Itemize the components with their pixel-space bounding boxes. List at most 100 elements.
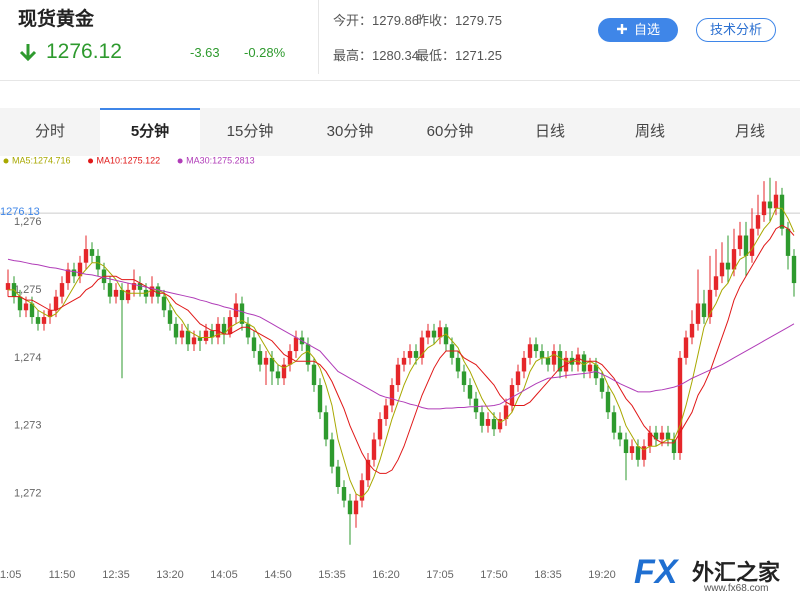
candle-body bbox=[197, 337, 203, 341]
candle-body bbox=[605, 391, 611, 413]
legend-marker bbox=[177, 158, 183, 164]
candle-body bbox=[353, 500, 359, 515]
add-watchlist-button[interactable]: 自选 bbox=[598, 18, 678, 42]
candle-body bbox=[551, 351, 557, 365]
candle-body bbox=[701, 303, 707, 318]
candle-body bbox=[239, 303, 245, 324]
y-tick-label: 1,272 bbox=[14, 488, 42, 500]
candle-body bbox=[665, 432, 671, 440]
candle-body bbox=[305, 344, 311, 365]
candle-body bbox=[257, 351, 263, 365]
period-tab[interactable]: 月线 bbox=[734, 123, 765, 140]
candle-body bbox=[611, 412, 617, 433]
period-tab[interactable]: 日线 bbox=[534, 123, 565, 140]
x-tick-label: 13:20 bbox=[156, 569, 184, 581]
candle-body bbox=[791, 255, 797, 284]
candle-body bbox=[473, 398, 479, 413]
candle-body bbox=[209, 330, 215, 338]
candle-body bbox=[743, 235, 749, 256]
last-price-label: 1276.13 bbox=[0, 206, 40, 218]
candle-body bbox=[683, 337, 689, 358]
candle-body bbox=[377, 419, 383, 440]
candle-body bbox=[35, 317, 41, 324]
candle-body bbox=[227, 317, 233, 335]
period-tab[interactable]: 分时 bbox=[34, 123, 65, 140]
technical-analysis-button[interactable]: 技术分析 bbox=[696, 18, 776, 42]
legend: MA5:1274.716 MA10:1275.122 MA30:1275.2813 bbox=[3, 157, 255, 165]
y-tick-label: 1,273 bbox=[14, 420, 42, 432]
candle-body bbox=[407, 351, 413, 358]
period-tab[interactable]: 30分钟 bbox=[326, 123, 374, 140]
candle-body bbox=[311, 364, 317, 386]
period-tab[interactable]: 15分钟 bbox=[226, 123, 274, 140]
period-tab[interactable]: 周线 bbox=[634, 123, 665, 140]
candle-body bbox=[275, 371, 281, 379]
y-tick-label: 1,274 bbox=[14, 352, 42, 364]
candle-body bbox=[461, 371, 467, 386]
candle-body bbox=[707, 289, 713, 318]
stat-open: 今开：1279.86 bbox=[333, 13, 419, 28]
candle-body bbox=[767, 201, 773, 209]
candle-body bbox=[485, 419, 491, 426]
moving-average-line bbox=[8, 224, 795, 474]
candle-body bbox=[419, 337, 425, 358]
candle-body bbox=[515, 371, 521, 386]
candle-body bbox=[503, 405, 509, 420]
last-price: 1276.12 bbox=[46, 40, 122, 63]
legend-label: MA30:1275.2813 bbox=[186, 157, 255, 165]
candle-body bbox=[149, 286, 155, 297]
down-arrow-icon bbox=[19, 44, 37, 62]
candle-body bbox=[641, 446, 647, 460]
candle-body bbox=[83, 249, 89, 263]
candle-body bbox=[179, 330, 185, 338]
candle-body bbox=[437, 327, 443, 338]
candle-body bbox=[455, 357, 461, 372]
candle-body bbox=[479, 412, 485, 426]
candle-body bbox=[263, 357, 269, 365]
candle-body bbox=[647, 432, 653, 447]
stat-low: 最低：1271.25 bbox=[416, 48, 502, 63]
period-tab[interactable]: 5分钟 bbox=[100, 108, 200, 156]
candle-body bbox=[689, 323, 695, 338]
candle-body bbox=[89, 249, 95, 256]
candle-body bbox=[317, 385, 323, 413]
period-tabs: 分时 5分钟 15分钟 30分钟 60分钟 日线 周线 月线 bbox=[0, 108, 800, 156]
candle-body bbox=[653, 432, 659, 440]
y-tick-label: 1,275 bbox=[14, 284, 42, 296]
candle-body bbox=[341, 487, 347, 501]
candle-body bbox=[545, 357, 551, 365]
candle-body bbox=[131, 283, 137, 290]
candle-body bbox=[29, 303, 35, 318]
candle-body bbox=[533, 344, 539, 352]
candle-body bbox=[629, 446, 635, 454]
price-change: -3.63 bbox=[190, 45, 220, 60]
candle-body bbox=[329, 439, 335, 467]
candle-body bbox=[497, 419, 503, 430]
candle-body bbox=[755, 215, 761, 229]
x-tick-label: 15:35 bbox=[318, 569, 346, 581]
candle-body bbox=[467, 385, 473, 399]
legend-label: MA10:1275.122 bbox=[97, 157, 161, 165]
candle-body bbox=[5, 283, 11, 290]
candle-body bbox=[323, 412, 329, 440]
price-change-pct: -0.28% bbox=[244, 45, 286, 60]
y-tick-label: 1,276 bbox=[14, 216, 42, 228]
candle-body bbox=[749, 228, 755, 256]
candle-body bbox=[719, 262, 725, 277]
candle-body bbox=[41, 317, 47, 324]
x-tick-label: 14:50 bbox=[264, 569, 292, 581]
candle-body bbox=[695, 303, 701, 324]
candle-body bbox=[221, 323, 227, 335]
period-tab[interactable]: 60分钟 bbox=[426, 123, 474, 140]
candle-body bbox=[17, 296, 23, 311]
candle-body bbox=[413, 351, 419, 358]
plus-icon bbox=[616, 24, 627, 34]
candle-body bbox=[671, 439, 677, 454]
candle-body bbox=[761, 201, 767, 216]
candle-body bbox=[389, 385, 395, 406]
candle-body bbox=[779, 194, 785, 229]
candle-body bbox=[251, 337, 257, 352]
candle-body bbox=[167, 310, 173, 324]
candle-body bbox=[173, 323, 179, 338]
